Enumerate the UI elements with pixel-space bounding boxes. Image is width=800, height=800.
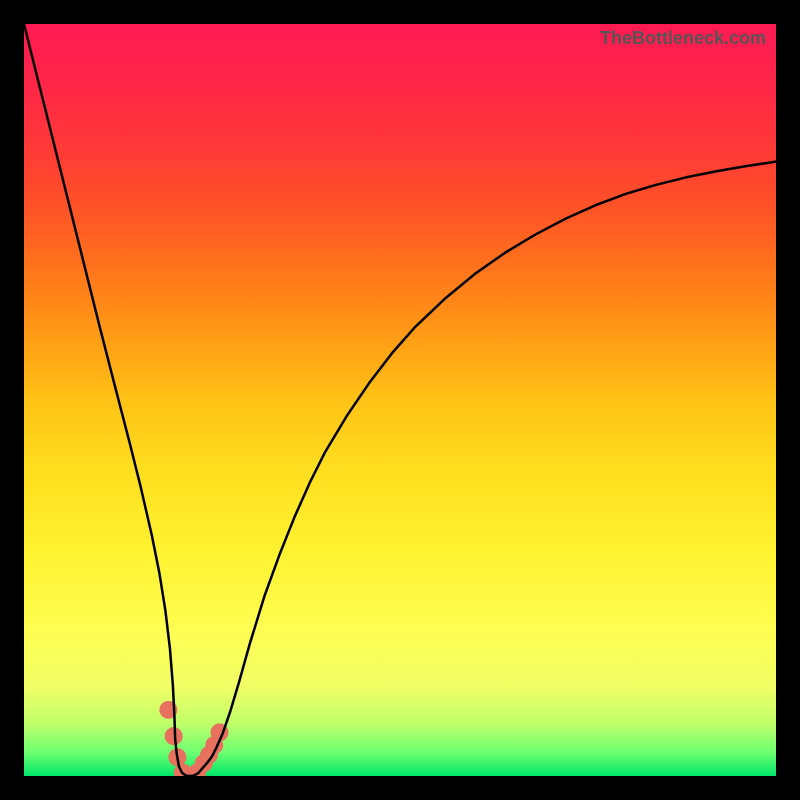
plot-area: TheBottleneck.com <box>24 24 776 776</box>
watermark-text: TheBottleneck.com <box>600 28 766 49</box>
chart-frame: TheBottleneck.com <box>0 0 800 800</box>
plot-svg <box>24 24 776 776</box>
gradient-background <box>24 24 776 776</box>
